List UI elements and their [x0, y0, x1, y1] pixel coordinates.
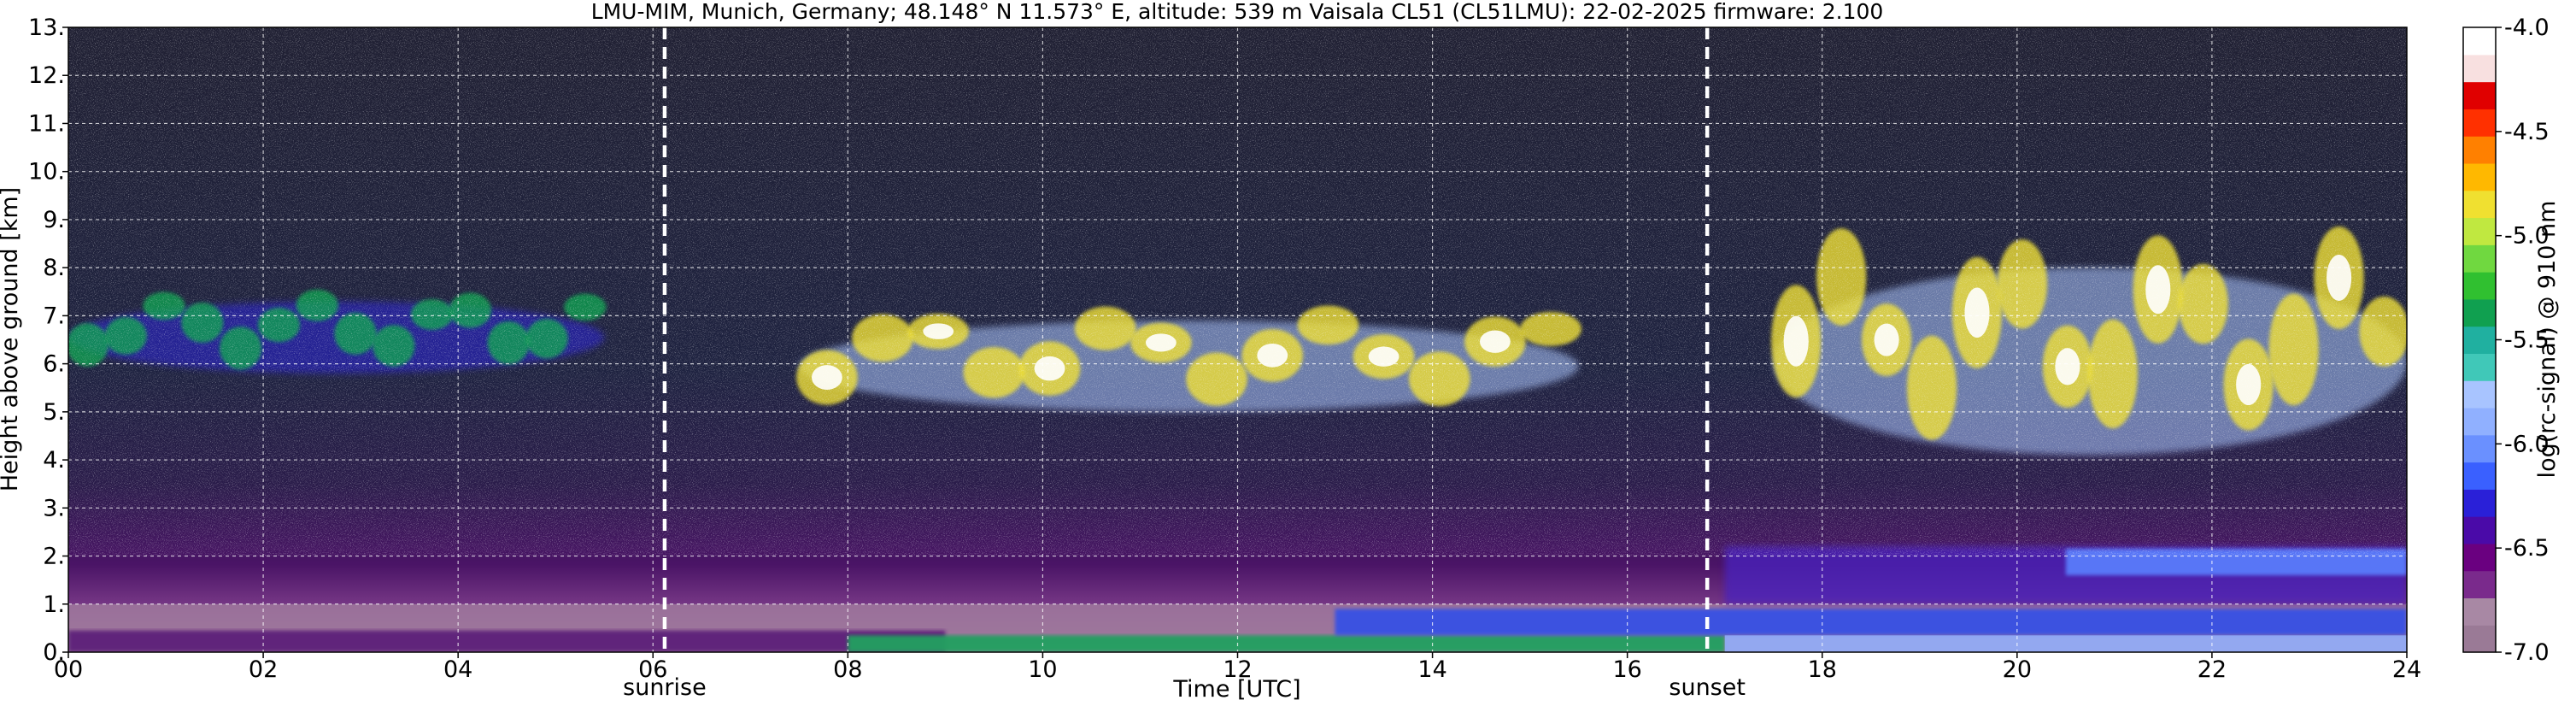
grid-lines [68, 27, 2407, 652]
x-tick-label: 12 [1223, 656, 1252, 683]
x-tick-label: 18 [1808, 656, 1837, 683]
chart-title: LMU-MIM, Munich, Germany; 48.148° N 11.5… [591, 0, 1884, 24]
x-tick-label: 00 [54, 656, 83, 683]
colorbar-tick-label: -4.0 [2504, 15, 2550, 41]
colorbar-segment [2463, 380, 2496, 409]
colorbar-segment [2463, 136, 2496, 164]
colorbar-segment [2463, 109, 2496, 137]
colorbar-segment [2463, 407, 2496, 436]
x-tick-label: 14 [1417, 656, 1446, 683]
colorbar-tick-label: -6.5 [2504, 535, 2550, 562]
x-tick-label: 22 [2198, 656, 2227, 683]
colorbar-tick-label: -4.5 [2504, 119, 2550, 145]
y-tick-label: 8. [43, 255, 65, 281]
colorbar-segment [2463, 81, 2496, 109]
y-tick-label: 1. [43, 591, 65, 618]
colorbar-label: log(rc-signal) @ 910 nm [2534, 201, 2561, 479]
y-tick-label: 4. [43, 447, 65, 474]
x-tick-label: 04 [443, 656, 472, 683]
colorbar-segment [2463, 190, 2496, 219]
colorbar-tick-label: -7.0 [2504, 639, 2550, 666]
colorbar-tick-label: -5.5 [2504, 327, 2550, 354]
y-tick-label: 12. [28, 62, 65, 89]
sunset-label: sunset [1669, 674, 1746, 701]
colorbar-segment [2463, 625, 2496, 653]
surface-layer-green [848, 635, 1725, 652]
colorbar-segment [2463, 543, 2496, 572]
colorbar-segment [2463, 489, 2496, 517]
y-tick-label: 7. [43, 303, 65, 329]
x-tick-label: 08 [833, 656, 862, 683]
surface-layer-light [1724, 635, 2407, 652]
colorbar-segment [2463, 54, 2496, 83]
heatmap-area [68, 27, 2407, 652]
y-tick-label: 5. [43, 399, 65, 426]
colorbar-tick-label: -5.0 [2504, 223, 2550, 250]
colorbar-segment [2463, 272, 2496, 300]
colorbar-segment [2463, 27, 2496, 56]
colorbar-segment [2463, 217, 2496, 245]
surface-layer-core [68, 630, 946, 652]
y-tick-label: 13. [28, 15, 65, 41]
colorbar-segment [2463, 516, 2496, 544]
colorbar-segment [2463, 244, 2496, 273]
sunrise-label: sunrise [623, 674, 707, 701]
colorbar-segment [2463, 298, 2496, 327]
x-axis-label: Time [UTC] [1172, 676, 1300, 703]
colorbar-tick-label: -6.0 [2504, 431, 2550, 457]
x-tick-label: 20 [2003, 656, 2032, 683]
x-tick-label: 16 [1612, 656, 1641, 683]
colorbar-segment [2463, 326, 2496, 354]
y-tick-label: 9. [43, 207, 65, 233]
signal-noise [68, 27, 2407, 556]
colorbar-segment [2463, 462, 2496, 490]
y-tick-label: 0. [43, 639, 65, 666]
colorbar-segment [2463, 434, 2496, 463]
y-tick-label: 10. [28, 159, 65, 185]
colorbar-segment [2463, 570, 2496, 599]
colorbar-segment [2463, 597, 2496, 626]
y-tick-label: 2. [43, 544, 65, 570]
colorbar-segment [2463, 353, 2496, 381]
x-tick-label: 02 [249, 656, 278, 683]
y-tick-label: 6. [43, 351, 65, 378]
x-tick-label: 10 [1028, 656, 1057, 683]
colorbar: -4.0 -4.5 -5.0 -5.5 -6.0 -6.5 -7.0 [2462, 15, 2550, 666]
surface-layer-blue [1335, 609, 2407, 636]
y-tick-label: 11. [28, 110, 65, 137]
x-tick-label: 06 [638, 656, 667, 683]
x-tick-label: 24 [2392, 656, 2421, 683]
y-axis-label: Height above ground [km] [0, 187, 23, 491]
colorbar-segment [2463, 162, 2496, 191]
y-tick-label: 3. [43, 495, 65, 521]
feature-surface-aerosol-layer [68, 603, 2407, 652]
